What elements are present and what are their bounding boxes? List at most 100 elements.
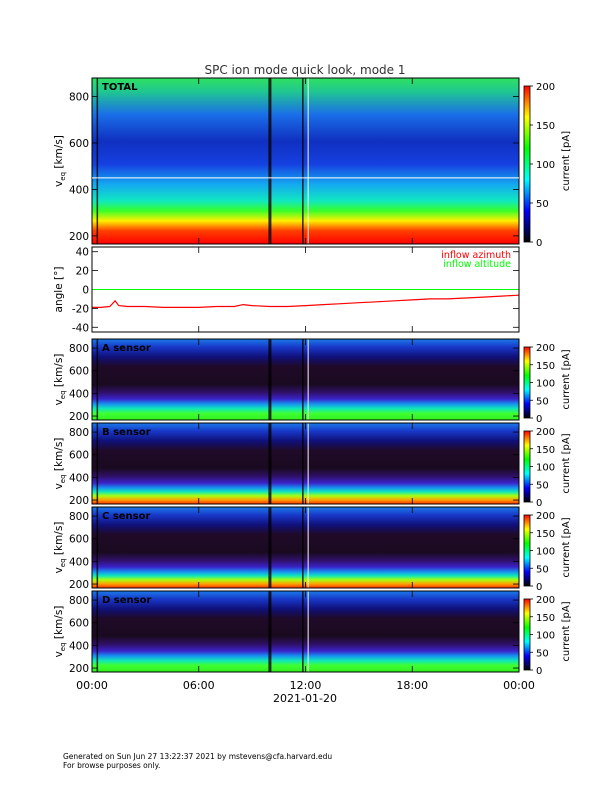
colorbar-tick-label: 150 xyxy=(536,445,555,456)
panel-total: 200 400 600 800 TOTAL veq [km/s] 0 50 100 150 200 c… xyxy=(53,77,572,249)
colorbar-label: current [pA] xyxy=(561,433,572,493)
x-axis: 00:00 06:00 12:00 18:00 00:00 xyxy=(76,679,535,692)
y-tick-label: 800 xyxy=(69,595,89,607)
legend-entry: inflow altitude xyxy=(443,259,511,270)
colorbar-ramp xyxy=(523,85,531,243)
y-tick-label: 200 xyxy=(69,411,89,423)
y-axis-label: veq [km/s] xyxy=(53,438,67,490)
spectrogram-image xyxy=(92,78,519,244)
y-axis-label: veq [km/s] xyxy=(53,354,67,406)
y-tick-label: 400 xyxy=(69,472,89,484)
colorbar-tick-label: 0 xyxy=(536,498,542,509)
colorbar: 0 50 100 150 200 current [pA] xyxy=(523,427,572,509)
x-tick-label: 06:00 xyxy=(183,679,215,692)
colorbar: 0 50 100 150 200 current [pA] xyxy=(523,511,572,593)
colorbar-tick-label: 100 xyxy=(536,547,555,558)
spectrogram-image xyxy=(92,423,519,504)
colorbar-ramp xyxy=(523,514,531,587)
y-tick-label: 800 xyxy=(69,511,89,523)
y-tick-label: 800 xyxy=(69,427,89,439)
y-tick-label: 0 xyxy=(82,285,89,297)
panel-C: 200 400 600 800 C sensor veq [km/s] 0 50 100 150 2… xyxy=(53,506,572,593)
figure-title: SPC ion mode quick look, mode 1 xyxy=(205,63,406,77)
y-tick-label: 20 xyxy=(76,266,89,278)
colorbar-tick-label: 50 xyxy=(536,199,549,210)
colorbar-tick-label: 200 xyxy=(536,427,555,438)
colorbar-tick-label: 0 xyxy=(536,414,542,425)
y-axis-label: veq [km/s] xyxy=(53,135,67,187)
colorbar-label: current [pA] xyxy=(561,349,572,409)
x-tick-label: 00:00 xyxy=(503,679,535,692)
colorbar-tick-label: 150 xyxy=(536,361,555,372)
panel-label: TOTAL xyxy=(102,82,138,93)
colorbar-tick-label: 200 xyxy=(536,595,555,606)
colorbar-ramp xyxy=(523,430,531,503)
y-tick-label: 800 xyxy=(69,343,89,355)
panel-label: C sensor xyxy=(102,511,150,522)
legend-entry: inflow azimuth xyxy=(441,250,511,261)
colorbar-label: current [pA] xyxy=(561,131,572,191)
colorbar-tick-label: 50 xyxy=(536,396,549,407)
colorbar-tick-label: 50 xyxy=(536,480,549,491)
y-axis-label: veq [km/s] xyxy=(53,606,67,658)
colorbar-tick-label: 100 xyxy=(536,160,555,171)
colorbar-tick-label: 200 xyxy=(536,82,555,93)
y-tick-label: 200 xyxy=(69,231,89,243)
colorbar-tick-label: 200 xyxy=(536,343,555,354)
y-tick-label: -20 xyxy=(72,303,89,315)
colorbar-tick-label: 150 xyxy=(536,121,555,132)
colorbar-tick-label: 100 xyxy=(536,463,555,474)
panel-label: B sensor xyxy=(102,427,151,438)
y-tick-label: 800 xyxy=(69,92,89,104)
panel-B: 200 400 600 800 B sensor veq [km/s] 0 50 100 150 2… xyxy=(53,422,572,509)
footer-browse-note: For browse purposes only. xyxy=(63,761,161,770)
spectrogram-image xyxy=(92,591,519,672)
y-axis-label: veq [km/s] xyxy=(53,522,67,574)
y-tick-label: 600 xyxy=(69,534,89,546)
colorbar-label: current [pA] xyxy=(561,601,572,661)
x-tick-label: 00:00 xyxy=(76,679,108,692)
y-tick-label: 200 xyxy=(69,663,89,675)
colorbar-label: current [pA] xyxy=(561,517,572,577)
y-tick-label: 400 xyxy=(69,184,89,196)
spectrogram-image xyxy=(92,507,519,588)
colorbar-tick-label: 200 xyxy=(536,511,555,522)
colorbar-ramp xyxy=(523,598,531,671)
footer-generated-line: Generated on Sun Jun 27 13:22:37 2021 by… xyxy=(63,752,333,761)
colorbar-tick-label: 0 xyxy=(536,582,542,593)
colorbar-tick-label: 150 xyxy=(536,613,555,624)
y-axis-label: angle [°] xyxy=(53,267,65,313)
y-tick-label: 400 xyxy=(69,640,89,652)
colorbar: 0 50 100 150 200 current [pA] xyxy=(523,82,572,249)
y-tick-label: 600 xyxy=(69,618,89,630)
y-tick-label: 600 xyxy=(69,138,89,150)
colorbar-tick-label: 50 xyxy=(536,564,549,575)
panel-frame xyxy=(91,246,520,333)
y-tick-label: 200 xyxy=(69,495,89,507)
y-tick-label: 40 xyxy=(76,247,89,259)
y-tick-label: -40 xyxy=(72,322,89,334)
colorbar-tick-label: 50 xyxy=(536,648,549,659)
colorbar-tick-label: 0 xyxy=(536,666,542,677)
colorbar-tick-label: 150 xyxy=(536,529,555,540)
y-tick-label: 200 xyxy=(69,579,89,591)
y-tick-label: 400 xyxy=(69,556,89,568)
series-line-inflow-azimuth xyxy=(92,294,520,308)
x-tick-label: 12:00 xyxy=(290,679,322,692)
colorbar-tick-label: 100 xyxy=(536,379,555,390)
y-tick-label: 600 xyxy=(69,450,89,462)
panel-A: 200 400 600 800 A sensor veq [km/s] 0 50 100 150 2… xyxy=(53,338,572,425)
x-axis-date-label: 2021-01-20 xyxy=(273,692,337,705)
colorbar: 0 50 100 150 200 current [pA] xyxy=(523,343,572,425)
colorbar-tick-label: 0 xyxy=(536,238,542,249)
y-tick-label: 600 xyxy=(69,366,89,378)
colorbar-ramp xyxy=(523,346,531,419)
x-tick-label: 18:00 xyxy=(396,679,428,692)
panel-label: A sensor xyxy=(102,343,151,354)
colorbar: 0 50 100 150 200 current [pA] xyxy=(523,595,572,677)
panel-D: 200 400 600 800 D sensor veq [km/s] 0 50 100 150 2… xyxy=(53,590,572,677)
colorbar-tick-label: 100 xyxy=(536,631,555,642)
